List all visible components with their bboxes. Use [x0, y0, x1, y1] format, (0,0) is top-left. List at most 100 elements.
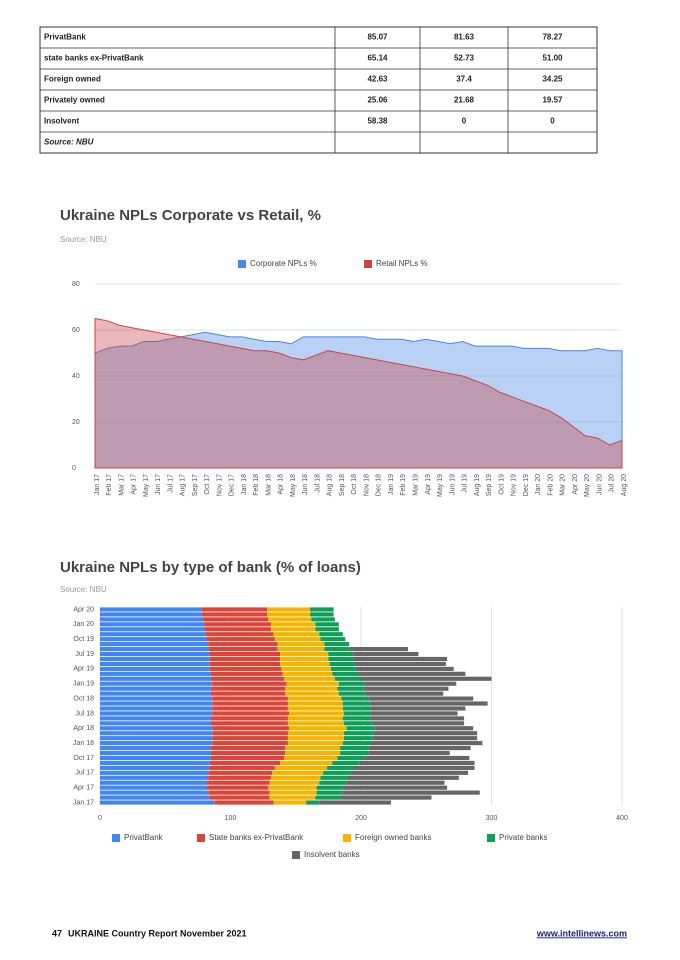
site-link[interactable]: www.intellinews.com: [536, 928, 627, 938]
table-value: 78.27: [542, 33, 563, 42]
bar-segment: [269, 795, 316, 800]
bar-segment: [347, 775, 459, 780]
table-value: 81.63: [454, 33, 475, 42]
bar-segment: [346, 780, 445, 785]
bar-segment: [100, 765, 210, 770]
x-tick-label: Sep 18: [339, 474, 346, 496]
bar-segment: [370, 706, 466, 711]
bar-segment: [364, 755, 470, 761]
bar-segment: [100, 612, 202, 617]
bar-segment: [285, 750, 341, 756]
bar-segment: [330, 666, 356, 671]
x-tick-label: Feb 17: [106, 474, 113, 496]
bar-segment: [100, 661, 210, 667]
bar-segment: [282, 671, 333, 676]
x-tick-label: Jan 19: [388, 474, 395, 495]
bar-segment: [368, 696, 474, 701]
chart-subtitle: Source: NBU: [60, 585, 107, 594]
y-tick-label: 20: [72, 419, 80, 426]
bar-segment: [100, 646, 209, 652]
bar-segment: [100, 681, 213, 686]
y-tick-label: Apr 19: [73, 666, 94, 673]
bar-segment: [371, 711, 458, 716]
x-tick-label: Jun 18: [302, 474, 309, 495]
bar-segment: [100, 676, 211, 681]
x-tick-label: May 17: [143, 474, 150, 497]
y-tick-label: Jul 17: [75, 770, 94, 777]
bar-segment: [201, 612, 268, 617]
bar-segment: [208, 775, 271, 780]
chart-title: Ukraine NPLs by type of bank (% of loans…: [60, 559, 361, 576]
bar-segment: [285, 691, 339, 696]
x-tick-label: Oct 18: [351, 474, 358, 495]
report-name: UKRAINE Country Report November 2021: [68, 928, 247, 938]
bar-segment: [100, 745, 211, 751]
table-value: 42.63: [367, 75, 388, 84]
bar-segment: [274, 637, 321, 642]
x-tick-label: Dec 19: [523, 474, 530, 496]
bar-segment: [287, 731, 345, 736]
bar-segment: [280, 760, 333, 766]
x-tick-label: Jun 20: [596, 474, 603, 495]
bar-segment: [349, 646, 408, 652]
x-tick-label: May 19: [437, 474, 444, 497]
y-tick-label: 40: [72, 373, 80, 380]
y-tick-label: Apr 20: [73, 606, 94, 613]
legend-swatch: [292, 851, 300, 859]
x-tick-label: Jan 17: [94, 474, 101, 495]
y-tick-label: Jan 20: [73, 621, 94, 628]
bar-segment: [209, 651, 281, 657]
bar-segment: [209, 661, 281, 667]
bar-segment: [332, 671, 359, 676]
x-tick-label: Sep 17: [192, 474, 199, 496]
bar-segment: [372, 736, 478, 741]
bar-segment: [208, 770, 273, 775]
x-tick-label: Jul 17: [167, 474, 174, 493]
y-tick-label: Jan 17: [73, 799, 94, 806]
bar-segment: [100, 741, 213, 746]
bar-segment: [354, 661, 446, 667]
bar-segment: [212, 736, 288, 741]
bar-segment: [207, 637, 275, 642]
bar-segment: [100, 691, 211, 696]
legend-label: Private banks: [499, 833, 547, 842]
bar-segment: [268, 785, 317, 790]
x-tick-label: Feb 18: [253, 474, 260, 496]
x-tick-label: Aug 19: [474, 474, 481, 496]
bar-segment: [281, 666, 331, 671]
page-number: 47: [52, 928, 62, 938]
bar-segment: [210, 716, 288, 721]
table-label: PrivatBank: [44, 33, 86, 42]
bar-segment: [342, 785, 448, 790]
table-label: Privately owned: [44, 96, 105, 105]
bar-segment: [285, 745, 341, 751]
bar-segment: [359, 760, 475, 766]
bar-segment: [208, 642, 278, 647]
x-tick-label: Oct 19: [498, 474, 505, 495]
bar-segment: [100, 671, 211, 676]
bar-segment: [212, 701, 288, 706]
bar-segment: [340, 750, 369, 756]
bar-segment: [100, 607, 202, 612]
x-tick-label: Jul 18: [314, 474, 321, 493]
legend-label: Insolvent banks: [304, 850, 360, 859]
x-tick-label: Jul 20: [609, 474, 616, 493]
bar-segment: [328, 656, 354, 662]
bar-segment: [344, 731, 373, 736]
bar-segment: [212, 741, 288, 746]
x-tick-label: Aug 18: [327, 474, 334, 496]
bar-segment: [327, 765, 355, 770]
bar-segment: [328, 651, 354, 657]
legend-swatch: [238, 260, 246, 268]
x-tick-label: Aug 20: [621, 474, 628, 496]
y-tick-label: 80: [72, 281, 80, 288]
bar-segment: [280, 651, 329, 657]
bar-segment: [280, 656, 329, 662]
bar-segment: [100, 666, 210, 671]
bar-segment: [340, 795, 432, 800]
bar-segment: [272, 770, 324, 775]
bar-segment: [338, 691, 365, 696]
bar-segment: [372, 721, 465, 726]
bar-segment: [205, 632, 274, 637]
